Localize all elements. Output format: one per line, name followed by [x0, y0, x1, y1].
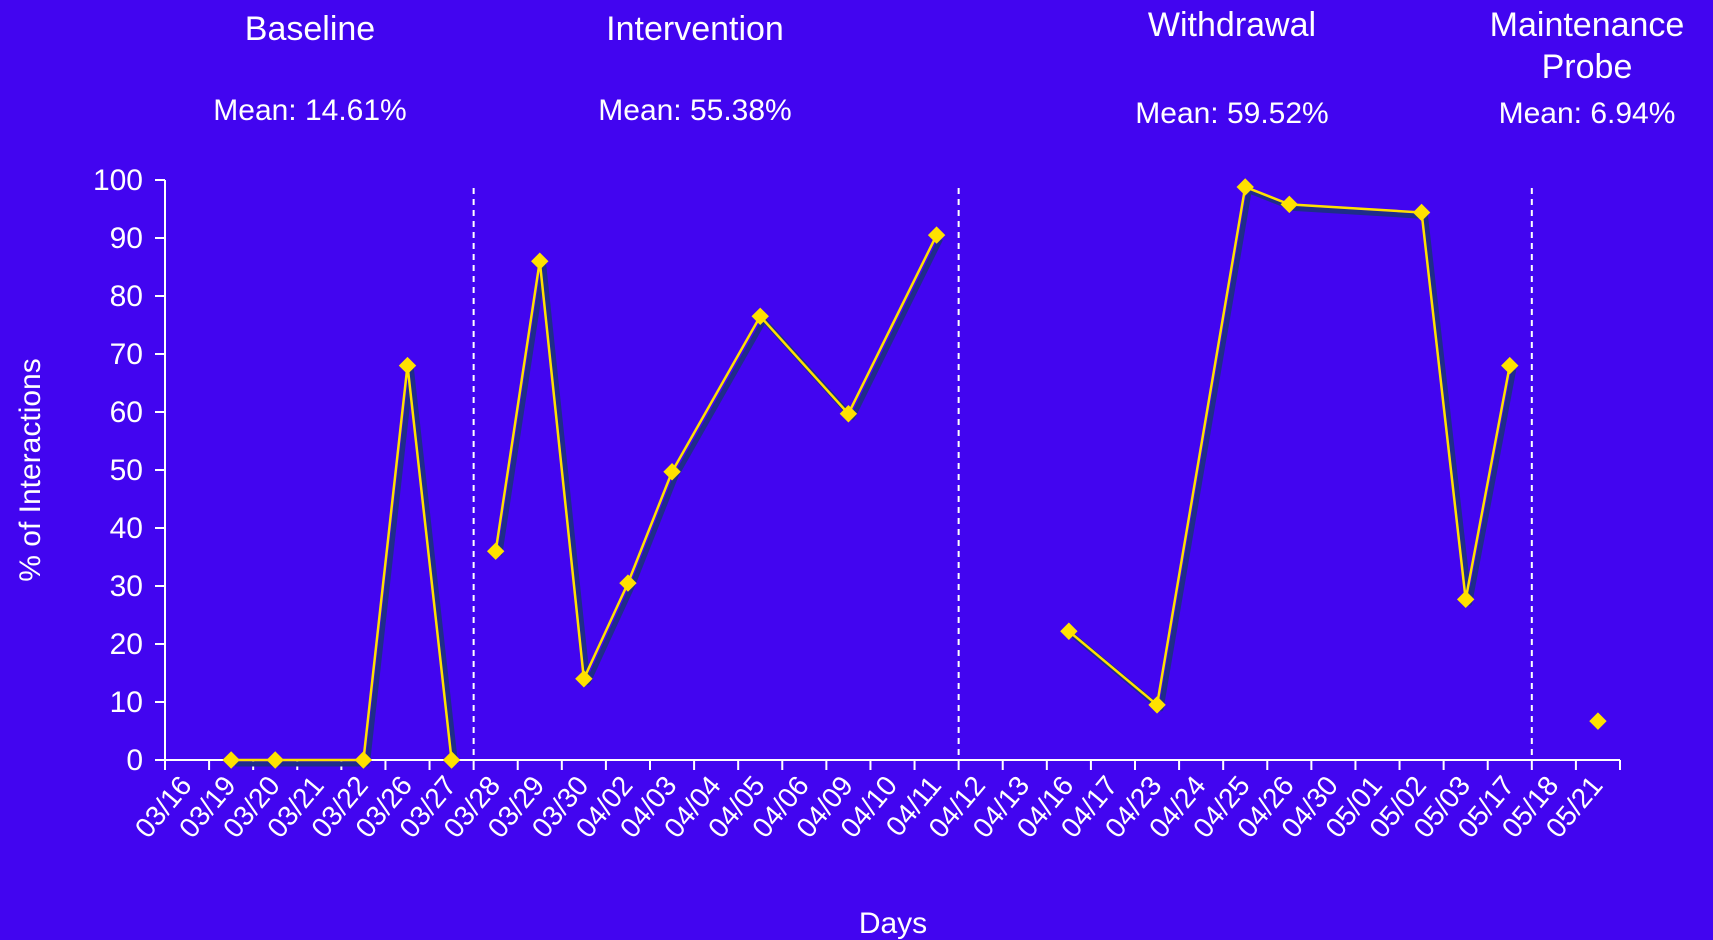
y-tick-label: 0 [126, 744, 143, 777]
series-line [494, 234, 938, 681]
data-point-marker [1280, 195, 1299, 214]
plot-area: 010203040506070809010003/1603/1903/2003/… [93, 164, 1621, 844]
data-point-marker [354, 751, 373, 769]
data-point-marker [222, 751, 240, 769]
y-axis-label: % of Interactions [14, 358, 47, 581]
data-point-marker [663, 463, 681, 481]
series-line-shadow [235, 367, 459, 767]
data-point-marker [486, 542, 505, 560]
y-tick-label: 90 [110, 222, 143, 255]
y-tick-label: 80 [110, 280, 143, 313]
x-axis-label: Days [859, 907, 927, 940]
data-point-marker [398, 356, 417, 375]
data-point-marker [1148, 696, 1166, 714]
phase-mean-maintenance-probe: Mean: 6.94% [1499, 97, 1676, 130]
y-tick-label: 60 [110, 396, 143, 429]
phase-headers: Baseline Mean: 14.61% Intervention Mean:… [213, 6, 1684, 130]
phase-label-maintenance-probe: Maintenance Probe [1490, 6, 1685, 86]
data-point-marker [1456, 590, 1475, 609]
phase-label-intervention: Intervention [606, 10, 784, 48]
phase-mean-withdrawal: Mean: 59.52% [1135, 97, 1328, 130]
data-point-marker [1236, 178, 1254, 196]
y-tick-label: 100 [93, 164, 143, 197]
y-tick-label: 70 [110, 338, 143, 371]
data-point-marker [266, 751, 284, 769]
data-point-marker [1501, 356, 1519, 375]
data-point-marker [1589, 712, 1607, 730]
data-point-marker [1060, 622, 1078, 640]
data-point-marker [839, 405, 858, 423]
y-tick-label: 20 [110, 628, 143, 661]
y-tick-label: 40 [110, 512, 143, 545]
y-tick-label: 30 [110, 570, 143, 603]
phase-label-withdrawal: Withdrawal [1148, 6, 1316, 44]
data-point-marker [575, 670, 593, 688]
data-point-marker [619, 574, 637, 592]
data-point-marker [751, 307, 769, 326]
data-point-marker [1412, 203, 1431, 222]
y-tick-label: 10 [110, 686, 143, 719]
series-line [1068, 185, 1512, 707]
phase-label-baseline: Baseline [245, 10, 375, 48]
phase-mean-baseline: Mean: 14.61% [213, 94, 406, 127]
data-point-marker [442, 751, 461, 769]
series-line-shadow [497, 237, 943, 686]
phase-mean-intervention: Mean: 55.38% [598, 94, 791, 127]
data-point-marker [531, 252, 549, 270]
y-tick-label: 50 [110, 454, 143, 487]
data-point-marker [927, 226, 946, 244]
